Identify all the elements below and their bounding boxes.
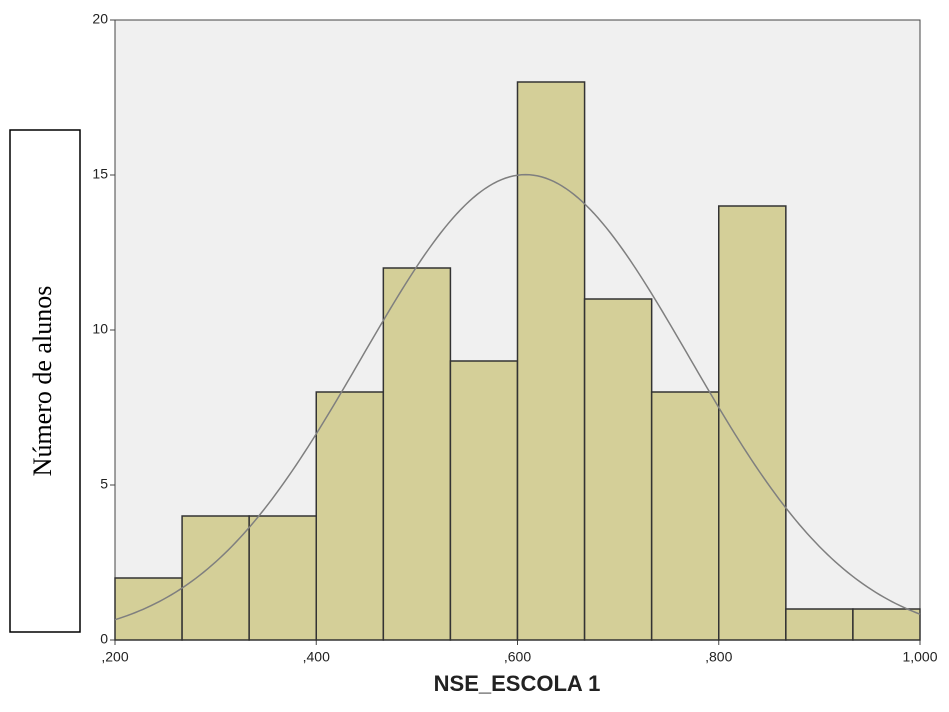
bar — [650, 391, 720, 641]
y-axis-title: Número de alunos — [28, 286, 57, 477]
bar — [382, 267, 452, 641]
y-tick-label: 15 — [92, 166, 108, 182]
bar — [516, 81, 586, 641]
y-tick-label: 0 — [100, 631, 108, 647]
bar — [583, 298, 653, 641]
bar — [785, 608, 854, 641]
x-tick-label: 1,000 — [902, 649, 937, 665]
normal-curve — [114, 173, 921, 621]
y-tick-label: 5 — [100, 476, 108, 492]
bar — [181, 515, 250, 641]
x-axis-title: NSE_ESCOLA 1 — [434, 671, 601, 696]
x-tick-label: ,600 — [504, 649, 531, 665]
bar — [315, 391, 385, 641]
y-tick-label: 10 — [92, 321, 108, 337]
y-tick-label: 20 — [92, 11, 108, 27]
x-tick-label: ,400 — [303, 649, 330, 665]
x-tick-label: ,200 — [101, 649, 128, 665]
x-tick-label: ,800 — [705, 649, 732, 665]
bar — [852, 608, 921, 641]
bar — [248, 515, 317, 641]
bar — [114, 577, 183, 641]
y-axis-title-box — [9, 129, 81, 633]
bar — [718, 205, 787, 641]
bar — [449, 360, 519, 641]
